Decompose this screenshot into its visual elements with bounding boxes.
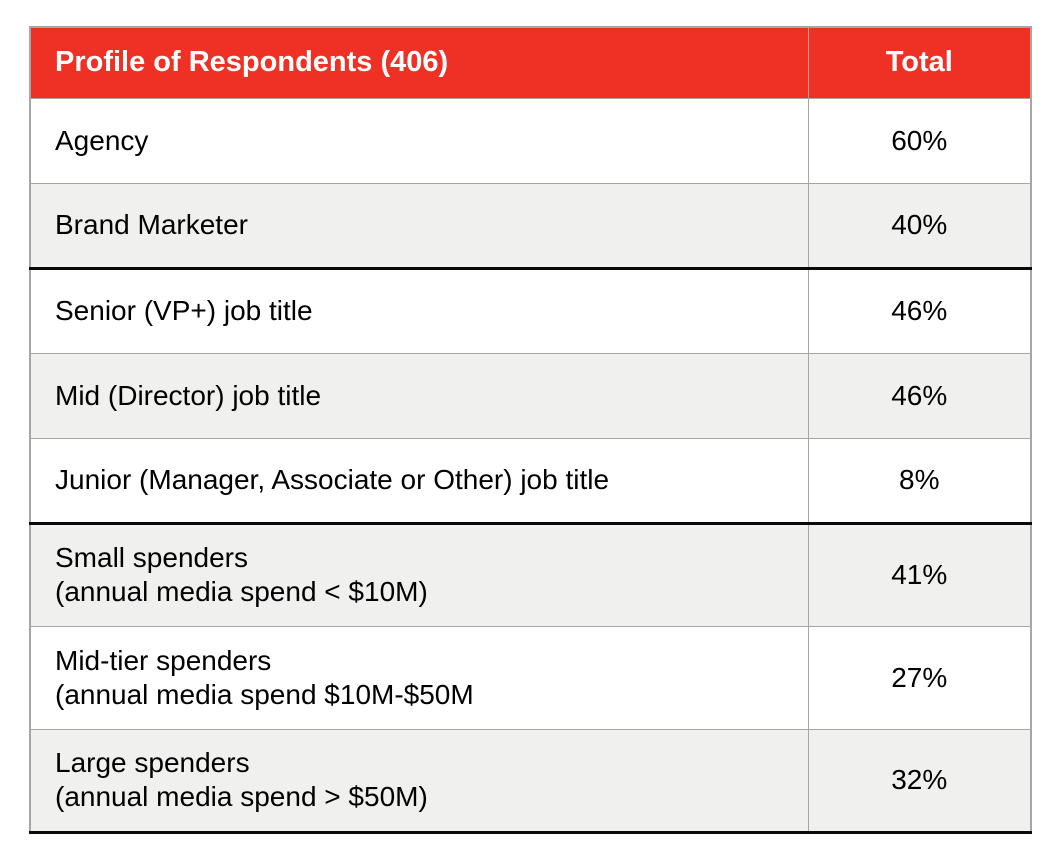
table-row: Mid-tier spenders (annual media spend $1…	[29, 625, 1032, 730]
row-label: Mid (Director) job title	[29, 352, 809, 439]
row-label: Mid-tier spenders (annual media spend $1…	[29, 625, 809, 730]
row-value: 40%	[807, 182, 1032, 270]
row-value: 46%	[807, 352, 1032, 439]
table-body: Agency 60% Brand Marketer 40% Senior (VP…	[29, 97, 1032, 834]
row-value: 41%	[807, 522, 1032, 627]
row-label: Senior (VP+) job title	[29, 267, 809, 354]
row-value: 46%	[807, 267, 1032, 354]
table-header-title: Profile of Respondents (406)	[29, 26, 809, 99]
row-value: 60%	[807, 97, 1032, 184]
row-label: Junior (Manager, Associate or Other) job…	[29, 437, 809, 525]
row-label: Large spenders (annual media spend > $50…	[29, 728, 809, 834]
table-row: Senior (VP+) job title 46%	[29, 267, 1032, 354]
table-row: Large spenders (annual media spend > $50…	[29, 728, 1032, 834]
table-row: Mid (Director) job title 46%	[29, 352, 1032, 439]
table-row: Brand Marketer 40%	[29, 182, 1032, 270]
row-value: 8%	[807, 437, 1032, 525]
table-row: Small spenders (annual media spend < $10…	[29, 522, 1032, 627]
row-label: Brand Marketer	[29, 182, 809, 270]
table-row: Agency 60%	[29, 97, 1032, 184]
table-header-total: Total	[807, 26, 1032, 99]
row-label: Small spenders (annual media spend < $10…	[29, 522, 809, 627]
row-value: 32%	[807, 728, 1032, 834]
table-row: Junior (Manager, Associate or Other) job…	[29, 437, 1032, 525]
respondents-profile-table: Profile of Respondents (406) Total Agenc…	[29, 26, 1032, 834]
row-label: Agency	[29, 97, 809, 184]
table-header-row: Profile of Respondents (406) Total	[29, 26, 1032, 99]
row-value: 27%	[807, 625, 1032, 730]
